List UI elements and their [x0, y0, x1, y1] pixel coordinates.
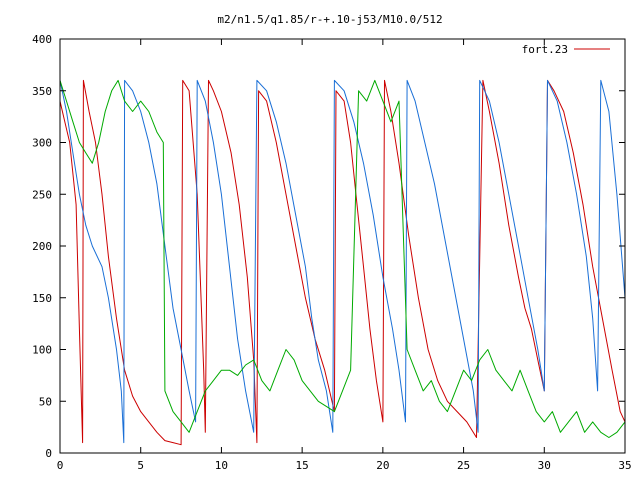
y-tick-label: 300 — [32, 137, 52, 150]
y-tick-labels: 0 50 100 150 200 250 300 350 400 — [32, 33, 52, 460]
y-tick-label: 250 — [32, 188, 52, 201]
y-tick-label: 150 — [32, 292, 52, 305]
chart-title: m2/n1.5/q1.85/r-+.10-j53/M10.0/512 — [217, 13, 442, 26]
x-tick-label: 20 — [376, 459, 389, 472]
y-tick-label: 400 — [32, 33, 52, 46]
x-tick-label: 30 — [538, 459, 551, 472]
axis-ticks — [59, 38, 626, 454]
y-tick-label: 350 — [32, 85, 52, 98]
x-tick-label: 15 — [296, 459, 309, 472]
legend: fort.23 — [522, 43, 610, 56]
x-tick-label: 5 — [137, 459, 144, 472]
x-tick-label: 10 — [215, 459, 228, 472]
x-tick-labels: 0 5 10 15 20 25 30 35 — [57, 459, 632, 472]
x-tick-label: 0 — [57, 459, 64, 472]
series-line-3 — [59, 79, 626, 438]
series-line-1 — [59, 79, 626, 446]
legend-label: fort.23 — [522, 43, 568, 56]
y-tick-label: 50 — [39, 395, 52, 408]
x-tick-label: 25 — [457, 459, 470, 472]
series-line-2 — [59, 79, 626, 444]
y-tick-label: 100 — [32, 344, 52, 357]
x-tick-label: 35 — [618, 459, 631, 472]
series-layer — [59, 79, 626, 446]
y-tick-label: 0 — [45, 447, 52, 460]
y-tick-label: 200 — [32, 240, 52, 253]
